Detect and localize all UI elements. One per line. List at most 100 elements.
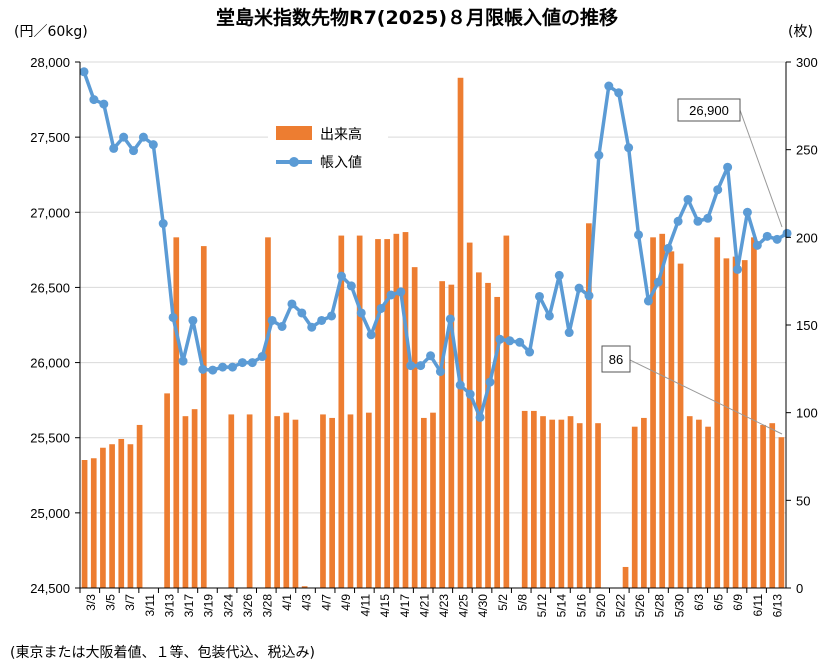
right-tick-label: 300 (796, 55, 818, 70)
volume-bar (494, 296, 501, 588)
volume-bar (265, 237, 271, 589)
settlement-point (455, 380, 465, 390)
settlement-point (505, 336, 515, 346)
volume-bar (567, 416, 574, 588)
x-tick-label: 3/26 (241, 594, 255, 618)
settlement-point (89, 95, 99, 105)
x-tick-label: 6/13 (770, 594, 784, 618)
volume-bar (164, 393, 170, 588)
x-tick-label: 6/3 (692, 594, 706, 611)
volume-bar (549, 419, 556, 588)
x-tick-label: 3/7 (123, 594, 137, 611)
settlement-point (366, 330, 376, 340)
left-tick-label: 24,500 (30, 581, 70, 596)
settlement-point (475, 412, 485, 422)
x-tick-label: 3/11 (143, 594, 157, 617)
volume-bar (576, 423, 583, 588)
volume-bar (686, 416, 693, 588)
right-axis-label: (枚) (788, 24, 813, 40)
volume-bar (521, 410, 528, 588)
callout-volume: 86 (601, 345, 783, 435)
right-tick-label: 50 (796, 493, 810, 508)
settlement-point (445, 314, 455, 324)
settlement-point (703, 213, 713, 223)
volume-bar (420, 417, 427, 588)
legend-line-label: 帳入値 (320, 155, 362, 171)
volume-bars (81, 77, 785, 589)
x-tick-label: 4/23 (437, 594, 451, 618)
volume-bar (338, 235, 345, 588)
settlement-point (406, 361, 416, 371)
settlement-point (584, 291, 594, 301)
settlement-point (465, 389, 475, 399)
settlement-point (693, 216, 703, 226)
settlement-point (317, 315, 327, 325)
settlement-point (525, 347, 535, 357)
footnote: (東京または大阪着値、１等、包装代込、税込み) (10, 644, 315, 661)
volume-bar (430, 412, 436, 588)
x-tick-label: 3/13 (162, 594, 176, 618)
x-tick-label: 5/20 (594, 594, 608, 618)
settlement-point (346, 281, 356, 291)
settlement-point (237, 358, 247, 368)
left-axis-ticks: 24,500 25,000 25,500 26,000 26,500 27,000 27,5… (30, 55, 80, 596)
x-tick-label: 4/7 (319, 594, 333, 611)
settlement-point (168, 312, 178, 322)
volume-bar (466, 242, 473, 589)
x-tick-label: 3/3 (84, 594, 98, 611)
volume-bar (769, 423, 776, 588)
x-tick-label: 5/12 (535, 594, 549, 618)
x-tick-label: 4/17 (398, 594, 412, 618)
volume-bar (384, 239, 390, 588)
volume-bar (741, 260, 748, 588)
settlement-point (485, 377, 495, 387)
settlement-point (129, 146, 139, 156)
settlement-point (762, 231, 772, 241)
settlement-point (604, 81, 614, 91)
volume-bar (274, 416, 280, 588)
settlement-point (515, 337, 525, 347)
x-tick-label: 5/2 (496, 594, 510, 611)
left-tick-label: 28,000 (30, 55, 70, 70)
volume-bar (191, 409, 198, 588)
right-tick-label: 0 (796, 581, 803, 596)
volume-bar (356, 235, 363, 588)
volume-bar (586, 223, 592, 588)
settlement-point (297, 308, 307, 318)
volume-bar (650, 237, 656, 589)
volume-bar (301, 586, 308, 588)
settlement-point (624, 143, 634, 153)
left-tick-label: 25,000 (30, 506, 70, 521)
x-tick-label: 5/8 (515, 594, 529, 611)
settlement-point (634, 230, 644, 240)
x-tick-label: 3/19 (202, 594, 216, 618)
volume-bar (439, 281, 446, 588)
right-axis-ticks: 0 50 100 150 200 250 300 (786, 55, 818, 596)
legend-bar-swatch (276, 126, 312, 140)
left-tick-label: 26,000 (30, 356, 70, 371)
settlement-point (782, 228, 792, 238)
volume-bar (668, 251, 675, 589)
x-axis-ticks: 3/3 3/5 3/7 3/11 3/13 3/17 3/19 3/24 3/26 3/28 4/1… (79, 588, 784, 618)
x-tick-label: 4/30 (476, 594, 490, 618)
x-tick-label: 4/9 (339, 594, 353, 611)
settlement-point (653, 277, 663, 287)
settlement-point (99, 99, 109, 109)
right-tick-label: 100 (796, 406, 818, 421)
settlement-point (772, 234, 782, 244)
x-tick-label: 5/30 (672, 594, 686, 618)
settlement-point (356, 308, 366, 318)
volume-bar (228, 414, 235, 588)
left-tick-label: 27,500 (30, 130, 70, 145)
settlement-point (713, 185, 723, 195)
x-tick-label: 3/17 (182, 594, 196, 618)
volume-bar (200, 246, 207, 588)
volume-bar (659, 233, 666, 588)
volume-bar (595, 423, 601, 588)
settlement-point (148, 140, 158, 150)
volume-bar (696, 419, 702, 588)
settlement-point (208, 365, 218, 375)
legend: 出来高 帳入値 (268, 118, 388, 178)
settlement-point (495, 334, 505, 344)
